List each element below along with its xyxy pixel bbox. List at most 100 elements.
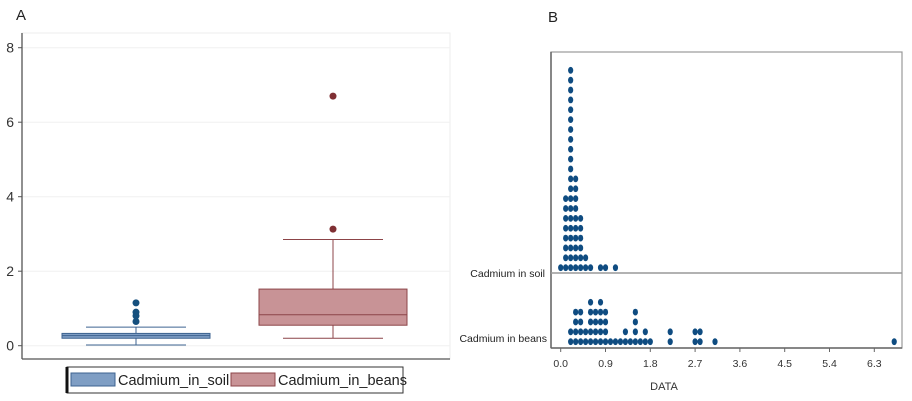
data-dot <box>568 145 574 153</box>
data-dot <box>582 328 589 336</box>
data-dot <box>592 308 599 316</box>
data-dot <box>563 254 569 262</box>
data-dot <box>568 175 574 183</box>
x-tick-label: 0.9 <box>598 358 613 370</box>
data-dot <box>573 175 579 183</box>
data-dot <box>568 195 574 203</box>
data-dot <box>573 234 579 242</box>
data-dot <box>632 308 638 316</box>
data-dot <box>563 264 569 272</box>
data-dot <box>573 185 579 193</box>
data-dot <box>573 224 579 232</box>
data-dot <box>568 135 574 143</box>
box-plot-panel: 0 2 4 6 8 Cadmium_in_soil Cadmium_in_beans <box>6 32 451 394</box>
x-tick-label: 5.4 <box>822 358 837 370</box>
data-dot <box>642 338 648 346</box>
box-Cadmium_in_beans <box>258 288 408 326</box>
data-dot <box>563 205 569 212</box>
data-dot <box>602 338 609 346</box>
data-dot <box>587 318 594 326</box>
data-dot <box>578 224 584 232</box>
data-dot <box>573 254 579 262</box>
x-tick-label: 4.5 <box>777 358 792 370</box>
x-tick-label: 2.7 <box>688 358 703 370</box>
data-dot <box>582 254 589 262</box>
data-dot <box>578 264 584 272</box>
data-dot <box>568 155 574 163</box>
legend-swatch <box>230 372 276 387</box>
legend-label: Cadmium_in_soil <box>118 373 229 389</box>
legend-label: Cadmium_in_beans <box>278 373 407 389</box>
x-tick-label: 3.6 <box>733 358 748 370</box>
data-dot <box>568 66 574 74</box>
data-dot <box>563 214 569 222</box>
data-dot <box>712 338 718 346</box>
data-dot <box>602 264 609 272</box>
data-dot <box>891 338 897 346</box>
data-dot <box>582 338 589 346</box>
x-tick-label: 6.3 <box>867 358 882 370</box>
x-tick-label: 1.8 <box>643 358 658 370</box>
data-dot <box>568 185 574 193</box>
outlier-point <box>329 92 337 100</box>
data-dot <box>592 338 599 346</box>
data-dot <box>563 195 569 203</box>
data-dot <box>692 328 698 336</box>
data-dot <box>578 244 584 252</box>
data-dot <box>573 244 579 252</box>
outlier-point <box>329 225 337 233</box>
y-tick-label: 8 <box>6 40 14 56</box>
category-label: Cadmium in soil <box>470 268 545 280</box>
data-dot <box>568 96 574 104</box>
y-tick-label: 0 <box>6 338 14 354</box>
data-dot <box>697 328 703 336</box>
data-dot <box>578 254 584 262</box>
data-dot <box>647 338 653 346</box>
panel-a-label: A <box>16 7 26 24</box>
data-dot <box>632 318 638 326</box>
data-dot <box>602 308 609 316</box>
outlier-point <box>132 308 140 316</box>
data-dot <box>617 338 624 346</box>
data-dot <box>597 338 604 346</box>
data-dot <box>627 338 633 346</box>
panel-b-label: B <box>548 9 558 26</box>
data-dot <box>568 244 574 252</box>
data-dot <box>597 308 604 316</box>
data-dot <box>563 244 569 252</box>
data-dot <box>578 328 584 336</box>
data-dot <box>578 318 584 326</box>
outlier-point <box>132 317 140 325</box>
y-tick-label: 2 <box>6 263 14 279</box>
data-dot <box>568 254 574 262</box>
data-dot <box>622 338 629 346</box>
data-dot <box>573 195 579 203</box>
data-dot <box>578 338 584 346</box>
data-dot <box>568 205 574 212</box>
data-dot <box>568 86 574 94</box>
data-dot <box>568 126 574 133</box>
data-dot <box>667 338 673 346</box>
data-dot <box>632 328 638 336</box>
data-dot <box>587 264 594 272</box>
data-dot <box>587 338 594 346</box>
data-dot <box>587 328 594 336</box>
data-dot <box>622 328 629 336</box>
data-dot <box>578 234 584 242</box>
data-dot <box>692 338 698 346</box>
dot-plot-panel: 0.0 0.9 1.8 2.7 3.6 4.5 5.4 6.3 Cadmium in soil C… <box>459 51 903 370</box>
data-dot <box>597 298 604 306</box>
data-dot <box>573 338 579 346</box>
data-dot <box>597 328 604 336</box>
data-dot <box>612 338 619 346</box>
data-dot <box>602 328 609 336</box>
x-axis-title: DATA <box>650 381 678 393</box>
data-dot <box>667 328 673 336</box>
data-dot <box>587 298 594 306</box>
data-dot <box>582 264 589 272</box>
data-dot <box>568 106 574 114</box>
x-tick-label: 0.0 <box>553 358 568 370</box>
data-dot <box>573 318 579 326</box>
data-dot <box>697 338 703 346</box>
